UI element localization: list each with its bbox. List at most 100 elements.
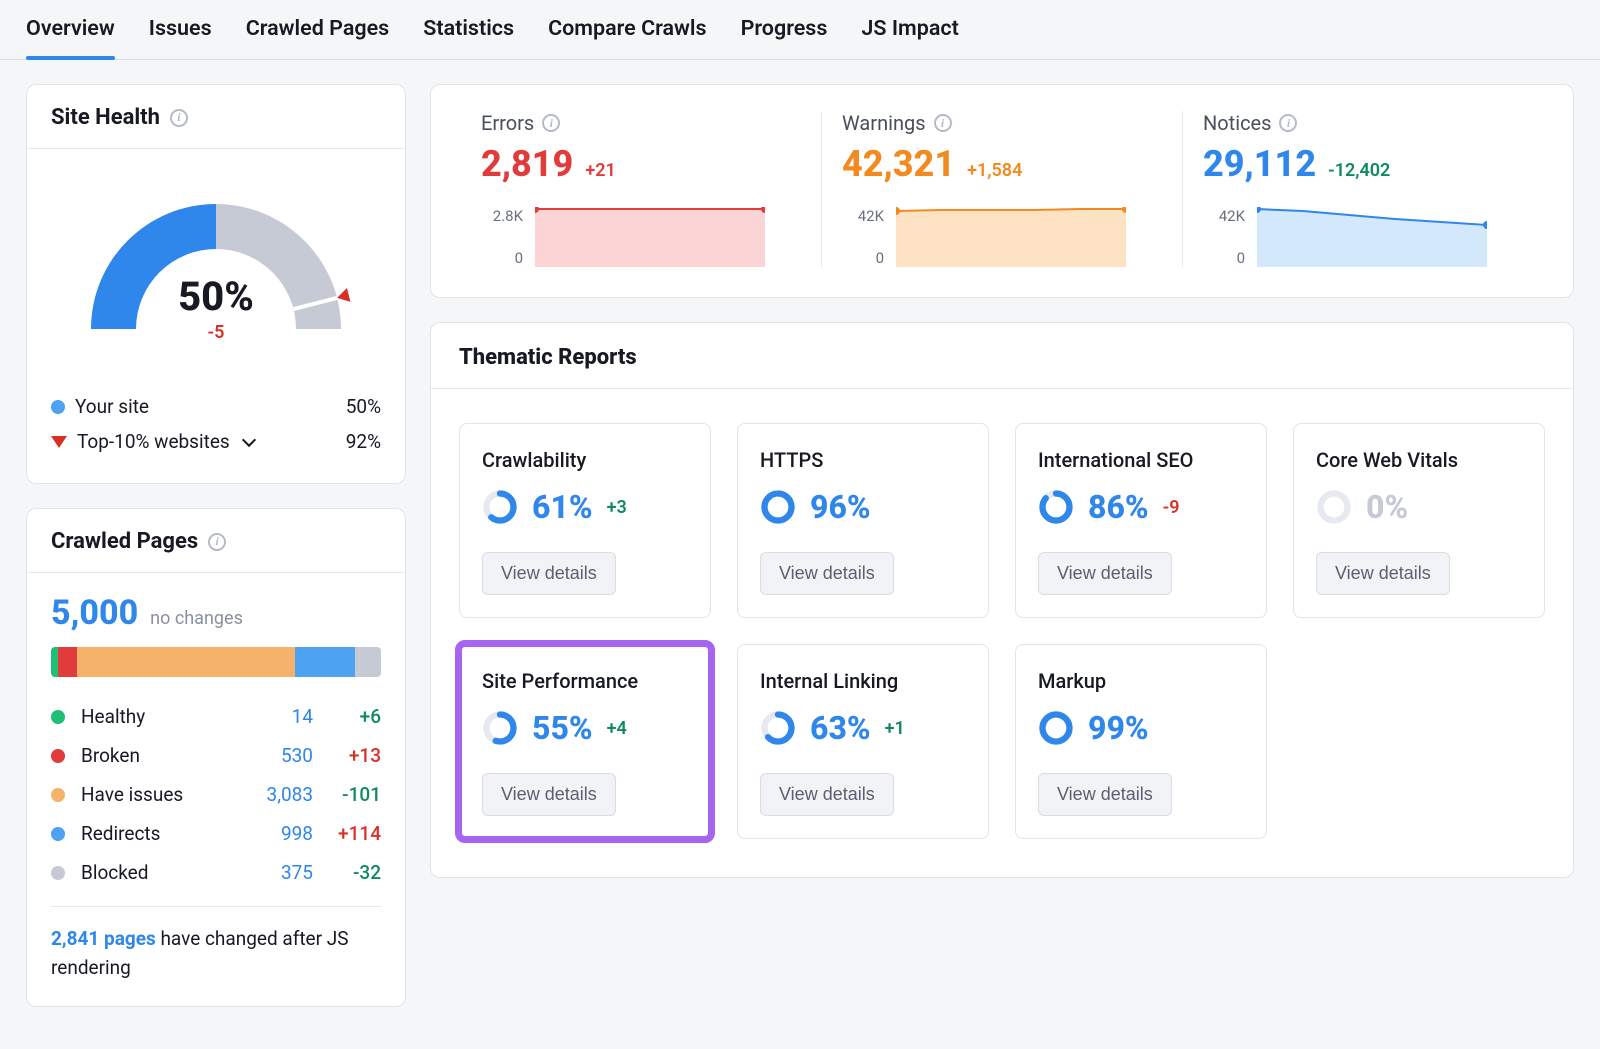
crawled-pages-row[interactable]: Broken530+13 bbox=[51, 736, 381, 775]
spark-axis-top: 42K bbox=[1203, 207, 1245, 225]
row-value: 3,083 bbox=[243, 783, 313, 806]
mini-card-percent: 63% bbox=[810, 709, 871, 747]
metric-warnings[interactable]: Warningsi 42,321 +1,584 42K 0 bbox=[821, 111, 1182, 267]
crawled-pages-card: Crawled Pages i 5,000 no changes Healthy… bbox=[26, 508, 406, 1007]
tab-js-impact[interactable]: JS Impact bbox=[861, 0, 958, 59]
dot-icon bbox=[51, 866, 65, 880]
dot-icon bbox=[51, 710, 65, 724]
donut-icon bbox=[760, 489, 796, 525]
dot-icon bbox=[51, 749, 65, 763]
thematic-card-site-performance: Site Performance55%+4View details bbox=[459, 644, 711, 839]
bar-segment bbox=[58, 647, 78, 677]
spark-axis-top: 2.8K bbox=[481, 207, 523, 225]
legend-label: Top-10% websites bbox=[77, 430, 230, 453]
sparkline bbox=[896, 207, 1126, 267]
thematic-card-crawlability: Crawlability 61% +3 View details bbox=[459, 423, 711, 618]
tab-progress[interactable]: Progress bbox=[741, 0, 828, 59]
site-health-title: Site Health bbox=[51, 105, 160, 130]
sparkline bbox=[1257, 207, 1487, 267]
spark-axis-top: 42K bbox=[842, 207, 884, 225]
mini-card-delta: +4 bbox=[607, 718, 627, 739]
donut-icon bbox=[1038, 489, 1074, 525]
view-details-button[interactable]: View details bbox=[760, 552, 894, 595]
dot-icon bbox=[51, 400, 65, 414]
row-delta: -101 bbox=[321, 783, 381, 806]
js-changed-pages-link[interactable]: 2,841 pages bbox=[51, 927, 156, 950]
crawled-pages-breakdown: Healthy14+6Broken530+13Have issues3,083-… bbox=[51, 697, 381, 892]
view-details-button[interactable]: View details bbox=[482, 552, 616, 595]
row-delta: +6 bbox=[321, 705, 381, 728]
thematic-card-core-web-vitals: Core Web Vitals0%View details bbox=[1293, 423, 1545, 618]
info-icon[interactable]: i bbox=[170, 109, 188, 127]
info-icon[interactable]: i bbox=[934, 114, 952, 132]
sparkline bbox=[535, 207, 765, 267]
legend-value: 50% bbox=[346, 395, 381, 418]
metric-title: Errorsi bbox=[481, 111, 801, 135]
thematic-card-markup: Markup99%View details bbox=[1015, 644, 1267, 839]
metric-notices[interactable]: Noticesi29,112-12,40242K0 bbox=[1182, 111, 1543, 267]
view-details-button[interactable]: View details bbox=[1038, 773, 1172, 816]
donut-icon bbox=[1316, 489, 1352, 525]
thematic-card-international-seo: International SEO 86% -9 View details bbox=[1015, 423, 1267, 618]
mini-card-title: HTTPS bbox=[760, 448, 966, 472]
donut-icon bbox=[1038, 710, 1074, 746]
row-value: 998 bbox=[243, 822, 313, 845]
metric-title: Warningsi bbox=[842, 111, 1162, 135]
metric-errors[interactable]: Errorsi 2,819 +21 2.8K 0 bbox=[461, 111, 821, 267]
mini-card-delta: +3 bbox=[607, 497, 627, 518]
mini-card-percent: 61% bbox=[532, 488, 593, 526]
mini-card-delta: -9 bbox=[1163, 497, 1180, 518]
thematic-title: Thematic Reports bbox=[459, 345, 1545, 370]
donut-icon bbox=[482, 710, 518, 746]
donut-icon bbox=[482, 489, 518, 525]
thematic-reports-card: Thematic Reports Crawlability 61% +3 View d… bbox=[430, 322, 1574, 878]
crawled-pages-count[interactable]: 5,000 bbox=[51, 593, 138, 633]
metric-value: 2,819 bbox=[481, 143, 573, 185]
tab-statistics[interactable]: Statistics bbox=[423, 0, 514, 59]
mini-card-percent: 99% bbox=[1088, 709, 1149, 747]
row-value: 14 bbox=[243, 705, 313, 728]
spark-axis-bottom: 0 bbox=[842, 249, 884, 267]
triangle-down-icon bbox=[51, 436, 67, 448]
tab-crawled-pages[interactable]: Crawled Pages bbox=[246, 0, 390, 59]
row-label: Broken bbox=[81, 744, 235, 767]
crawled-pages-row[interactable]: Blocked375-32 bbox=[51, 853, 381, 892]
mini-card-title: International SEO bbox=[1038, 448, 1244, 472]
info-icon[interactable]: i bbox=[1279, 114, 1297, 132]
bar-segment bbox=[295, 647, 354, 677]
metric-delta: +21 bbox=[585, 160, 615, 181]
mini-card-percent: 86% bbox=[1088, 488, 1149, 526]
tab-overview[interactable]: Overview bbox=[26, 0, 115, 59]
tab-compare-crawls[interactable]: Compare Crawls bbox=[548, 0, 706, 59]
row-delta: +114 bbox=[321, 822, 381, 845]
mini-card-title: Core Web Vitals bbox=[1316, 448, 1522, 472]
metric-value: 42,321 bbox=[842, 143, 955, 185]
row-delta: -32 bbox=[321, 861, 381, 884]
crawled-pages-row[interactable]: Redirects998+114 bbox=[51, 814, 381, 853]
view-details-button[interactable]: View details bbox=[1316, 552, 1450, 595]
row-label: Have issues bbox=[81, 783, 235, 806]
view-details-button[interactable]: View details bbox=[760, 773, 894, 816]
crawled-pages-row[interactable]: Have issues 3,083 -101 bbox=[51, 775, 381, 814]
info-icon[interactable]: i bbox=[208, 533, 226, 551]
spark-axis-bottom: 0 bbox=[481, 249, 523, 267]
crawled-pages-bar bbox=[51, 647, 381, 677]
mini-card-title: Crawlability bbox=[482, 448, 688, 472]
thematic-card-https: HTTPS96%View details bbox=[737, 423, 989, 618]
metric-delta: +1,584 bbox=[967, 160, 1022, 181]
js-rendering-note: 2,841 pages have changed after JS render… bbox=[51, 925, 381, 982]
view-details-button[interactable]: View details bbox=[1038, 552, 1172, 595]
info-icon[interactable]: i bbox=[542, 114, 560, 132]
thematic-card-internal-linking: Internal Linking63%+1View details bbox=[737, 644, 989, 839]
chevron-down-icon[interactable] bbox=[242, 432, 256, 446]
dot-icon bbox=[51, 827, 65, 841]
legend-row[interactable]: Top-10% websites92% bbox=[51, 424, 381, 459]
crawled-pages-row[interactable]: Healthy 14 +6 bbox=[51, 697, 381, 736]
metrics-card: Errorsi 2,819 +21 2.8K 0 Warningsi 42,321 +1,58… bbox=[430, 84, 1574, 298]
tab-issues[interactable]: Issues bbox=[149, 0, 212, 59]
view-details-button[interactable]: View details bbox=[482, 773, 616, 816]
metric-title: Noticesi bbox=[1203, 111, 1523, 135]
row-label: Healthy bbox=[81, 705, 235, 728]
legend-label: Your site bbox=[75, 395, 149, 418]
site-health-legend: Your site 50% Top-10% websites92% bbox=[27, 367, 405, 483]
